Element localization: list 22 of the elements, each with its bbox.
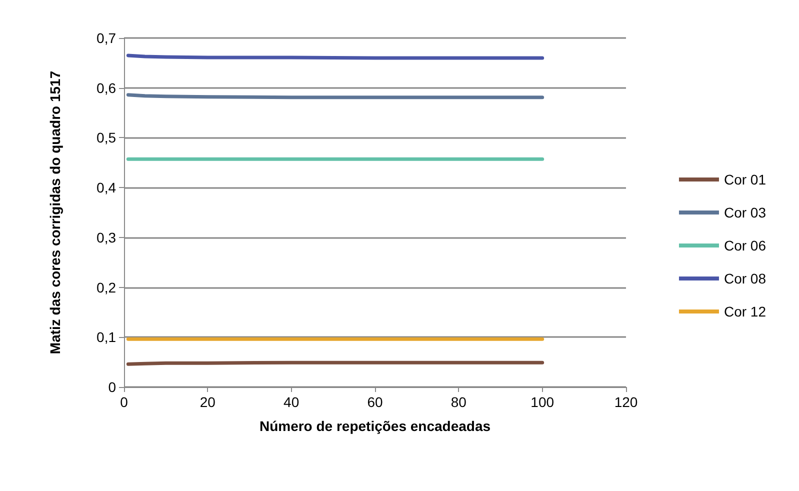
x-axis-title: Número de repetições encadeadas [259, 418, 491, 434]
legend-label: Cor 01 [724, 172, 766, 188]
legend-label: Cor 12 [724, 304, 766, 320]
legend-label: Cor 06 [724, 238, 766, 254]
y-tick-label: 0 [108, 379, 116, 395]
y-tick-label: 0,2 [96, 279, 116, 296]
y-tick-label: 0,3 [96, 229, 116, 246]
y-tick-label: 0,5 [96, 130, 116, 146]
x-tick-label: 120 [614, 394, 638, 410]
y-tick-label: 0,4 [96, 180, 116, 196]
y-tick-label: 0,6 [96, 80, 116, 96]
x-tick-label: 0 [120, 394, 128, 410]
x-tick-label: 40 [284, 394, 300, 410]
y-tick-label: 0,1 [96, 329, 116, 346]
x-tick-label: 100 [530, 394, 554, 410]
y-axis-title: Matiz das cores corrigidas do quadro 1517 [47, 70, 63, 354]
x-tick-label: 60 [367, 394, 383, 410]
x-tick-label: 20 [200, 394, 216, 410]
legend-label: Cor 08 [724, 270, 766, 286]
x-tick-label: 80 [450, 394, 467, 410]
y-tick-label: 0,7 [96, 30, 116, 46]
legend-label: Cor 03 [724, 204, 766, 220]
